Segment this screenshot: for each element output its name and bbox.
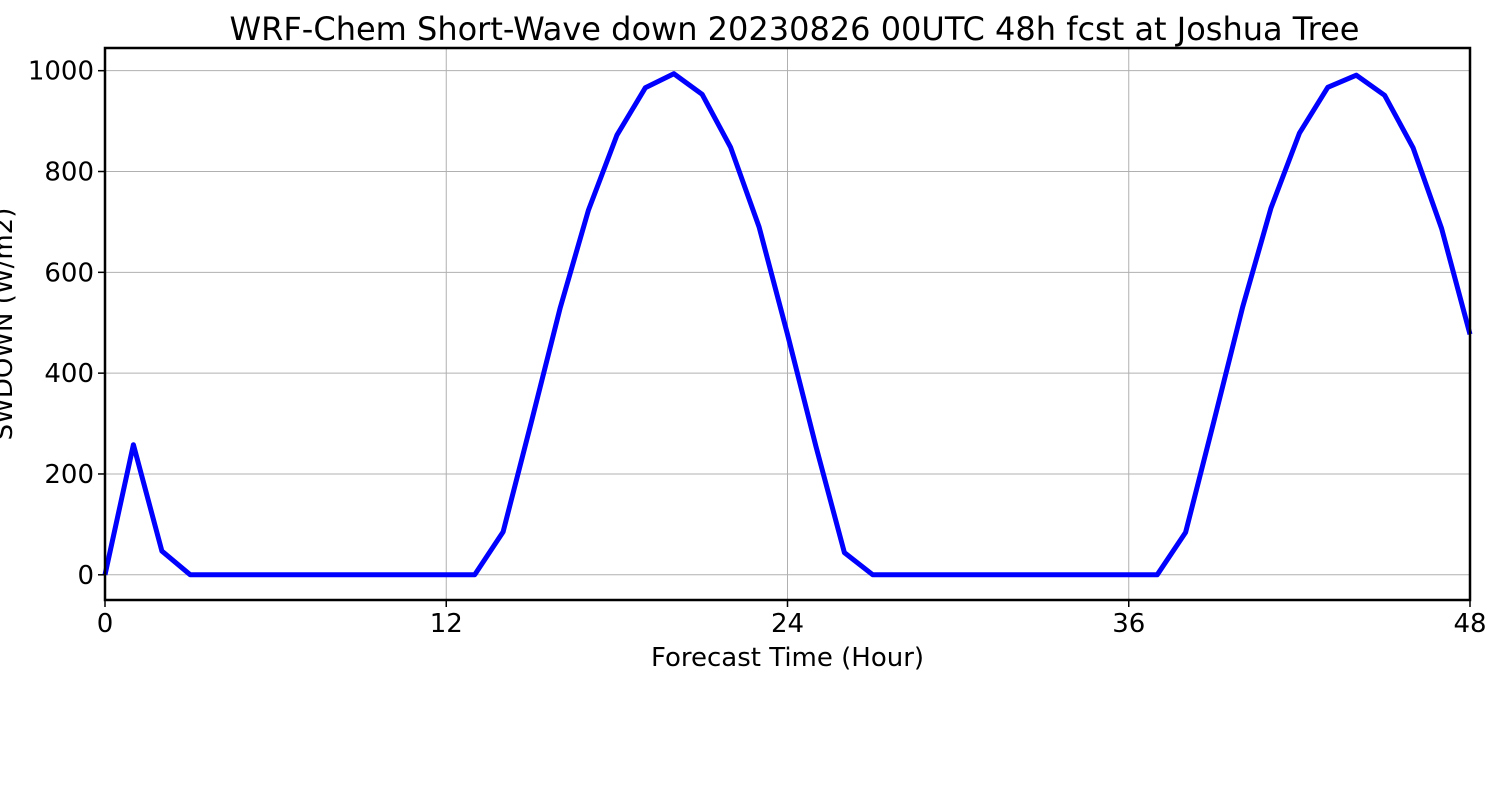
x-tick-label: 0 xyxy=(97,609,114,639)
y-tick-label: 0 xyxy=(77,561,94,591)
x-tick-label: 12 xyxy=(430,609,463,639)
series-layer xyxy=(102,71,1473,578)
x-tick-label: 36 xyxy=(1112,609,1145,639)
x-tick-label: 24 xyxy=(771,609,804,639)
y-tick-label: 600 xyxy=(44,258,94,288)
y-tick-label: 200 xyxy=(44,460,94,490)
chart-title: WRF-Chem Short-Wave down 20230826 00UTC … xyxy=(230,10,1360,48)
series-line xyxy=(102,71,1473,578)
grid xyxy=(104,48,1471,600)
x-tick-label: 48 xyxy=(1453,609,1486,639)
y-tick-label: 1000 xyxy=(28,57,94,87)
x-axis-label: Forecast Time (Hour) xyxy=(651,643,924,673)
y-tick-label: 800 xyxy=(44,158,94,188)
y-tick-label: 400 xyxy=(44,359,94,389)
axis-ticks: 0 12 24 36 48 0 200 400 600 800 1000 xyxy=(28,57,1487,639)
y-axis-label: SWDOWN (W/m2) xyxy=(0,208,19,441)
